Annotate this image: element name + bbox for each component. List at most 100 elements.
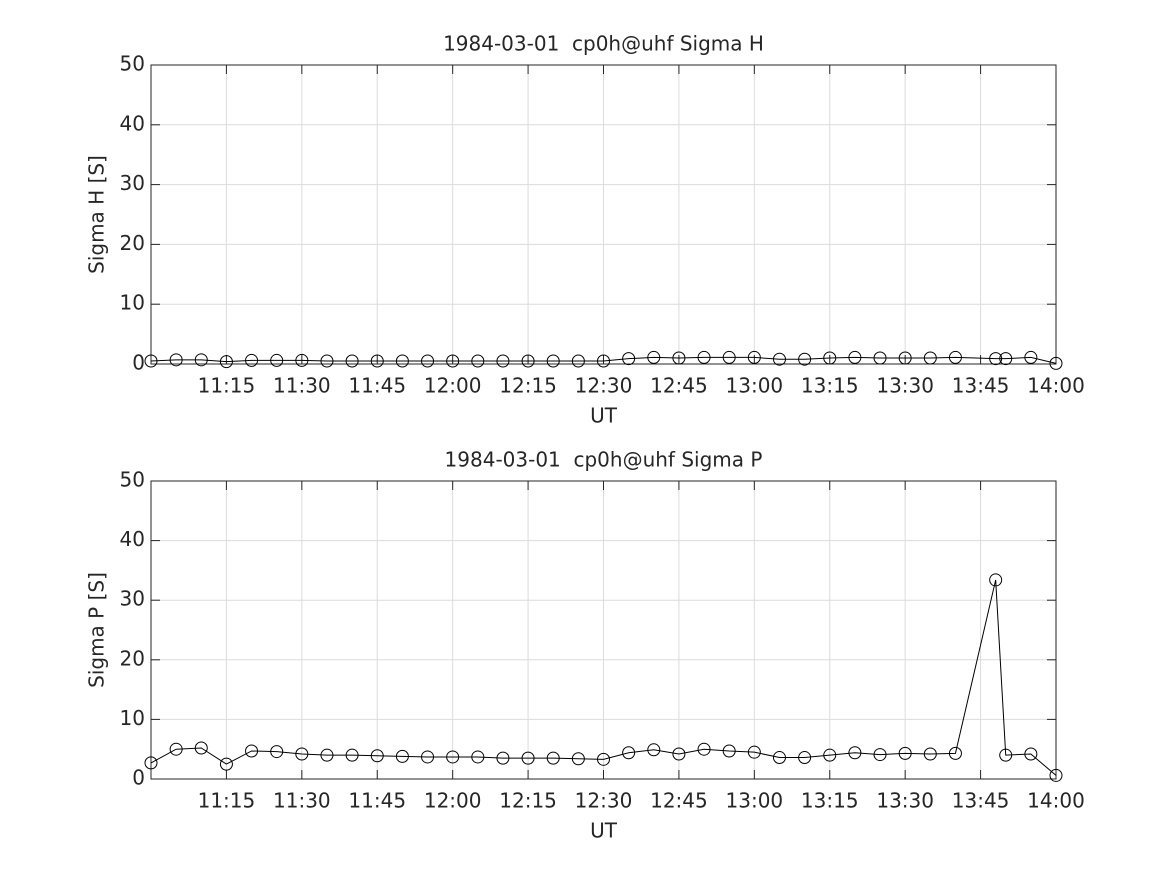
y-tick-label: 30	[120, 587, 145, 611]
data-marker	[345, 354, 359, 368]
data-marker	[798, 352, 812, 366]
data-marker	[295, 353, 309, 367]
y-tick-label: 30	[120, 171, 145, 195]
data-marker	[697, 742, 711, 756]
data-marker	[521, 751, 535, 765]
data-marker	[219, 355, 233, 369]
data-marker	[747, 350, 761, 364]
y-axis-label: Sigma P [S]	[85, 572, 109, 688]
data-marker	[1024, 747, 1038, 761]
data-marker	[873, 351, 887, 365]
data-marker	[999, 352, 1013, 366]
data-marker	[496, 751, 510, 765]
y-tick-label: 50	[120, 468, 145, 492]
x-tick-label: 11:30	[273, 789, 331, 813]
data-marker	[345, 748, 359, 762]
x-tick-label: 13:15	[801, 789, 859, 813]
x-tick-label: 12:30	[575, 374, 633, 398]
data-marker	[546, 354, 560, 368]
data-marker	[923, 747, 937, 761]
x-tick-label: 13:30	[876, 374, 934, 398]
data-marker	[1049, 768, 1063, 782]
data-marker	[245, 744, 259, 758]
data-marker	[722, 744, 736, 758]
data-marker	[471, 354, 485, 368]
y-tick-label: 20	[120, 231, 145, 255]
x-tick-label: 14:00	[1027, 374, 1085, 398]
data-marker	[395, 749, 409, 763]
y-tick-label: 0	[132, 351, 145, 375]
y-tick-label: 50	[120, 52, 145, 76]
data-line	[150, 356, 1057, 364]
data-marker	[270, 745, 284, 759]
chart-title: 1984-03-01 cp0h@uhf Sigma P	[445, 448, 763, 472]
y-axis-label: Sigma H [S]	[85, 155, 109, 274]
data-marker	[923, 351, 937, 365]
x-tick-label: 11:45	[348, 374, 406, 398]
data-marker	[421, 750, 435, 764]
x-tick-label: 13:00	[726, 789, 784, 813]
x-tick-label: 13:30	[876, 789, 934, 813]
data-marker	[194, 353, 208, 367]
data-marker	[772, 352, 786, 366]
data-marker	[823, 351, 837, 365]
x-tick-label: 12:00	[424, 789, 482, 813]
chart-title: 1984-03-01 cp0h@uhf Sigma H	[443, 32, 764, 56]
data-marker	[722, 350, 736, 364]
data-marker	[446, 354, 460, 368]
data-line	[150, 579, 1057, 776]
data-marker	[571, 752, 585, 766]
data-marker	[823, 748, 837, 762]
data-marker	[948, 350, 962, 364]
data-marker	[898, 746, 912, 760]
data-marker	[697, 350, 711, 364]
x-tick-label: 12:30	[575, 789, 633, 813]
y-tick-label: 10	[120, 706, 145, 730]
x-tick-label: 11:30	[273, 374, 331, 398]
y-tick-label: 40	[120, 111, 145, 135]
x-tick-label: 11:15	[198, 789, 256, 813]
data-marker	[597, 752, 610, 766]
x-tick-label: 13:45	[952, 374, 1010, 398]
data-marker	[496, 354, 510, 368]
data-marker	[1049, 356, 1063, 370]
data-marker	[169, 742, 183, 756]
x-tick-label: 13:00	[726, 374, 784, 398]
data-marker	[270, 353, 284, 367]
data-marker	[395, 354, 409, 368]
x-tick-label: 12:15	[499, 789, 557, 813]
axes-box	[150, 64, 1057, 365]
data-marker	[571, 354, 585, 368]
data-marker	[597, 354, 610, 368]
x-axis-label: UT	[590, 819, 618, 843]
data-marker	[144, 354, 158, 368]
x-tick-label: 11:15	[198, 374, 256, 398]
data-marker	[370, 749, 384, 763]
data-marker	[421, 354, 435, 368]
data-marker	[948, 746, 962, 760]
data-marker	[848, 350, 862, 364]
data-marker	[672, 351, 686, 365]
data-marker	[219, 757, 233, 771]
y-tick-label: 40	[120, 527, 145, 551]
data-marker	[647, 743, 661, 757]
data-marker	[622, 746, 636, 760]
data-marker	[320, 748, 334, 762]
x-tick-label: 12:45	[650, 374, 708, 398]
data-marker	[521, 354, 535, 368]
y-tick-label: 20	[120, 646, 145, 670]
data-marker	[245, 353, 259, 367]
data-marker	[546, 751, 560, 765]
data-marker	[446, 750, 460, 764]
data-marker	[144, 756, 158, 770]
x-tick-label: 12:45	[650, 789, 708, 813]
x-tick-label: 12:15	[499, 374, 557, 398]
subplot: 1984-03-01 cp0h@uhf Sigma P UT Sigma P [S]…	[85, 448, 1085, 843]
data-marker	[295, 747, 309, 761]
x-tick-label: 13:15	[801, 374, 859, 398]
data-marker	[989, 573, 1003, 587]
subplot: 1984-03-01 cp0h@uhf Sigma H UT Sigma H [S]…	[85, 32, 1085, 428]
data-marker	[898, 351, 912, 365]
y-tick-label: 0	[132, 766, 145, 790]
x-tick-label: 12:00	[424, 374, 482, 398]
